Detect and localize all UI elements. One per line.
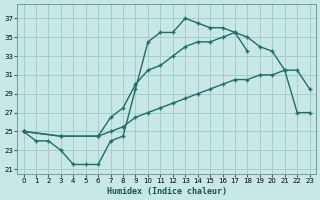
X-axis label: Humidex (Indice chaleur): Humidex (Indice chaleur) (107, 187, 227, 196)
